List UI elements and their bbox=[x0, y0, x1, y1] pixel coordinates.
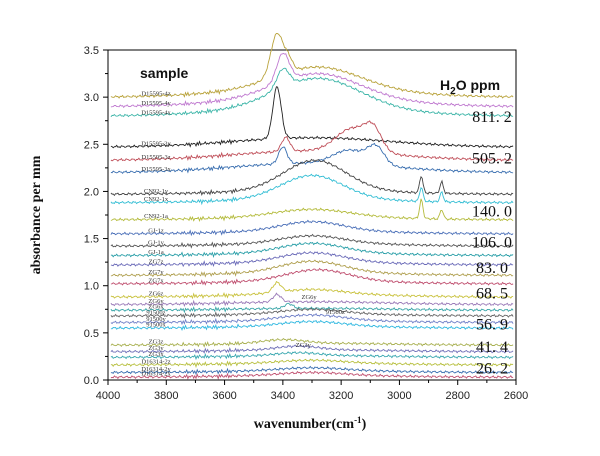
sample-label: D16314-2x bbox=[141, 371, 171, 378]
series-line-d16314-2y bbox=[110, 365, 514, 376]
axes: 4000 3800 3600 3400 3200 3000 2800 2600 0.0 0.5 1.… bbox=[84, 45, 529, 402]
ppm-label: 811. 2 bbox=[472, 109, 511, 126]
sample-label: ZG3z bbox=[149, 339, 164, 346]
x-axis-title-main: wavenumber(cm bbox=[254, 417, 355, 432]
sample-label: 91500z bbox=[146, 309, 165, 316]
series-line-zg7y bbox=[110, 259, 514, 278]
sample-label: D16314-2z bbox=[141, 358, 170, 365]
series-line-d15595-3y bbox=[110, 86, 514, 149]
series-line-zg7z bbox=[110, 251, 514, 268]
x-tick-label: 4000 bbox=[96, 390, 120, 402]
x-tick-label: 3400 bbox=[271, 390, 295, 402]
series-line-cn92-1a bbox=[110, 198, 514, 222]
series-line-91500z bbox=[110, 307, 514, 319]
sample-label: ZG7y bbox=[148, 269, 164, 276]
series-line-zg6x bbox=[110, 302, 514, 314]
sample-label: D15595-3z bbox=[141, 154, 170, 161]
sample-label: ZG3y bbox=[148, 345, 164, 352]
ppm-label: 106. 0 bbox=[472, 234, 512, 251]
sample-label: ZG6x bbox=[148, 304, 164, 311]
series-line-d15595-3z bbox=[110, 120, 514, 162]
series-line-d15595-3x bbox=[110, 142, 514, 175]
series-line-cn92-1y bbox=[110, 158, 514, 197]
y-tick-label: 0.5 bbox=[84, 328, 99, 340]
sample-label: D15595-4y bbox=[141, 100, 171, 107]
series-line-d15595-4x bbox=[110, 67, 514, 118]
series-line-gj-1z bbox=[110, 219, 514, 237]
series-line-d15595-4y bbox=[110, 52, 514, 109]
inline-sample-label: 91500z bbox=[326, 309, 345, 316]
ppm-label: 505. 2 bbox=[472, 150, 512, 167]
ppm-header: H2O ppm bbox=[440, 77, 500, 97]
series-line-d16314-2x bbox=[110, 370, 514, 380]
x-tick-label: 3800 bbox=[154, 390, 178, 402]
y-tick-label: 2.0 bbox=[84, 186, 99, 198]
ppm-label: 68. 5 bbox=[476, 285, 508, 302]
ppm-header-tail: O ppm bbox=[456, 77, 500, 93]
sample-label: 91500x bbox=[146, 322, 166, 329]
x-tick-label: 2600 bbox=[504, 390, 528, 402]
sample-label: CN92-1x bbox=[144, 196, 169, 203]
ppm-label: 41. 4 bbox=[476, 339, 508, 356]
series-line-d15595-4z bbox=[110, 33, 514, 99]
series-line-d16314-2z bbox=[110, 358, 514, 369]
series-line-zg3y bbox=[110, 344, 514, 354]
sample-label: CN92-1a bbox=[144, 213, 168, 220]
sample-label: GJ-1y bbox=[148, 240, 165, 247]
sample-label: D15595-3x bbox=[141, 166, 171, 173]
sample-label: 91500y bbox=[146, 316, 166, 323]
sample-label: D15595-3y bbox=[141, 141, 171, 148]
x-axis-title-sup: -1 bbox=[354, 415, 362, 425]
series-line-zg3z bbox=[110, 338, 514, 348]
sample-label: GJ-1a bbox=[148, 249, 164, 256]
x-tick-label: 3000 bbox=[387, 390, 411, 402]
sample-label: ZG3x bbox=[148, 351, 164, 358]
sample-label: D15595-4x bbox=[141, 110, 171, 117]
ppm-label: 83. 0 bbox=[476, 260, 508, 277]
series-line-91500x bbox=[110, 319, 514, 331]
series-group bbox=[110, 33, 514, 380]
x-tick-label: 3600 bbox=[212, 390, 236, 402]
x-axis-title-tail: ) bbox=[362, 417, 367, 432]
sample-label: D15595-4z bbox=[141, 91, 170, 98]
series-line-cn92-1x bbox=[110, 173, 514, 206]
sample-label: CN92-1y bbox=[144, 188, 169, 195]
ppm-label: 26. 2 bbox=[476, 361, 508, 378]
series-line-gj-1a bbox=[110, 241, 514, 259]
ppm-header-h: H bbox=[440, 77, 450, 93]
series-line-91500y bbox=[110, 312, 514, 326]
series-line-gj-1y bbox=[110, 233, 514, 249]
series-line-zg3x bbox=[110, 351, 514, 361]
series-line-zg6y bbox=[110, 292, 514, 308]
inline-sample-label: ZG6y bbox=[301, 294, 317, 301]
inline-sample-label: ZG3y bbox=[296, 342, 312, 349]
sample-label: ZG7x bbox=[148, 277, 164, 284]
series-line-zg6z bbox=[110, 280, 514, 300]
y-axis-title: absorbance per mm bbox=[29, 155, 44, 274]
ppm-label: 56. 9 bbox=[476, 316, 508, 333]
x-tick-label: 2800 bbox=[445, 390, 469, 402]
series-line-zg7x bbox=[110, 267, 514, 286]
x-tick-label: 3200 bbox=[329, 390, 353, 402]
y-tick-label: 0.0 bbox=[84, 375, 99, 387]
y-tick-label: 2.5 bbox=[84, 139, 99, 151]
y-tick-label: 3.0 bbox=[84, 92, 99, 104]
y-tick-label: 1.0 bbox=[84, 281, 99, 293]
sample-label: GJ-1z bbox=[148, 227, 164, 234]
sample-label: D16314-2y bbox=[141, 366, 171, 373]
ppm-label: 140. 0 bbox=[472, 203, 512, 220]
sample-label: ZG6y bbox=[148, 298, 164, 305]
sample-label: ZG7z bbox=[149, 258, 164, 265]
ppm-header-sub: 2 bbox=[450, 86, 456, 97]
x-axis-title: wavenumber(cm-1) bbox=[254, 415, 367, 432]
y-tick-label: 3.5 bbox=[84, 45, 99, 57]
labels-group: D15595-4z D15595-4y D15595-4x D15595-3y D155… bbox=[141, 91, 512, 378]
y-tick-label: 1.5 bbox=[84, 234, 99, 246]
sample-label: ZG6z bbox=[149, 291, 164, 298]
sample-header: sample bbox=[140, 65, 188, 81]
